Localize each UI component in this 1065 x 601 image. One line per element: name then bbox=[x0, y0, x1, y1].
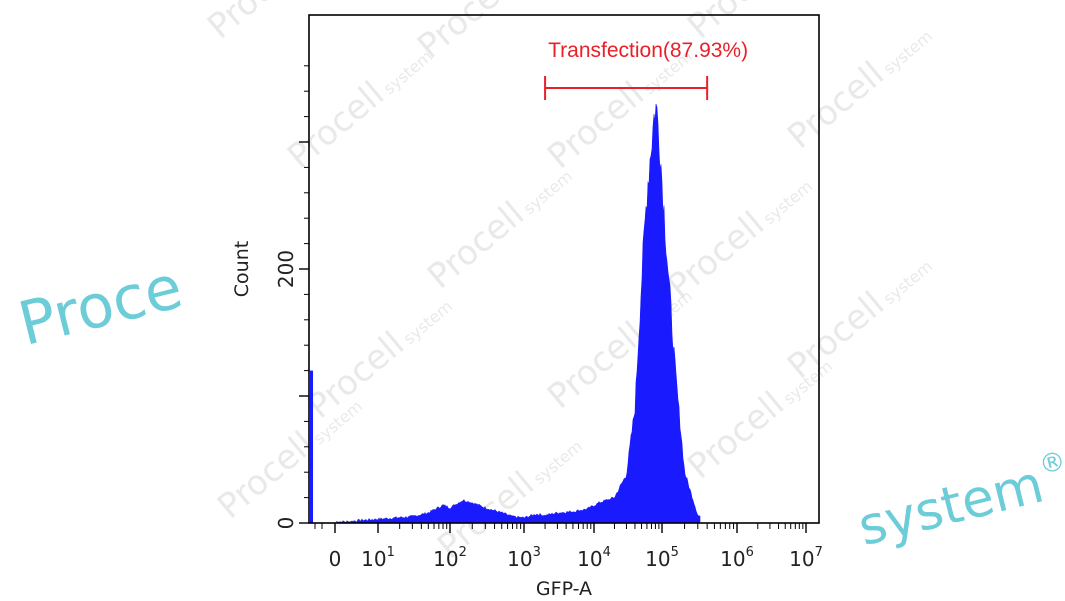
x-tick-label: 101 bbox=[361, 545, 395, 571]
x-tick-label-base: 10 bbox=[789, 547, 814, 571]
faint-watermark-suffix-7: system bbox=[400, 296, 457, 348]
x-tick-label-exponent: 6 bbox=[746, 545, 754, 560]
x-tick-label: 0 bbox=[329, 547, 342, 571]
y-axis: 0 200 bbox=[274, 65, 309, 530]
faint-watermark-6: Procellsystem bbox=[660, 164, 819, 307]
x-tick-label: 102 bbox=[433, 545, 467, 571]
x-tick-label-base: 10 bbox=[720, 547, 745, 571]
x-tick-label: 106 bbox=[720, 545, 754, 571]
faint-watermark-11: Procellsystem bbox=[210, 384, 369, 527]
x-tick-label-exponent: 5 bbox=[671, 545, 679, 560]
x-tick-label-exponent: 2 bbox=[459, 545, 467, 560]
faint-watermark-1: Procellsystem bbox=[410, 0, 569, 67]
gate-label: Transfection(87.93%) bbox=[548, 39, 748, 62]
histogram-zero-spike bbox=[310, 370, 313, 523]
x-tick-label-base: 10 bbox=[507, 547, 532, 571]
x-tick-label: 105 bbox=[645, 545, 679, 571]
transfection-gate: Transfection(87.93%) bbox=[544, 39, 748, 100]
plot-area bbox=[310, 103, 701, 524]
x-tick-label-base: 10 bbox=[577, 547, 602, 571]
x-tick-label-base: 10 bbox=[361, 547, 386, 571]
faint-watermark-7: Procellsystem bbox=[300, 284, 459, 427]
x-axis: 0 101 102 103 104 105 106 107 bbox=[314, 523, 823, 571]
x-tick-label: 103 bbox=[507, 545, 541, 571]
x-tick-label: 104 bbox=[577, 545, 611, 571]
faint-watermark-13: Procellsystem bbox=[780, 244, 939, 387]
faint-watermark-0: Procellsystem bbox=[280, 34, 439, 177]
faint-watermark-2: Procellsystem bbox=[200, 0, 359, 47]
y-tick-label: 200 bbox=[274, 250, 298, 288]
x-axis-label: GFP-A bbox=[536, 578, 592, 600]
faint-watermark-suffix-9: system bbox=[880, 26, 937, 78]
x-tick-label: 107 bbox=[789, 545, 823, 571]
y-tick-label: 0 bbox=[274, 517, 298, 530]
registered-mark: ® bbox=[1036, 445, 1065, 482]
faint-watermark-9: Procellsystem bbox=[780, 14, 939, 157]
x-tick-label-exponent: 4 bbox=[603, 545, 611, 560]
faint-watermark-suffix-12: system bbox=[530, 436, 587, 488]
x-tick-label-exponent: 7 bbox=[815, 545, 823, 560]
y-axis-label: Count bbox=[231, 241, 253, 297]
x-tick-label-base: 10 bbox=[433, 547, 458, 571]
x-tick-label-exponent: 1 bbox=[387, 545, 395, 560]
faint-watermark-suffix-13: system bbox=[880, 256, 937, 308]
faint-watermark-3: Procellsystem bbox=[420, 154, 579, 297]
faint-watermark-suffix-6: system bbox=[760, 176, 817, 228]
faint-watermark-12: Procellsystem bbox=[430, 424, 589, 567]
x-tick-label-exponent: 3 bbox=[533, 545, 541, 560]
x-tick-label-base: 0 bbox=[329, 547, 342, 571]
x-tick-label-base: 10 bbox=[645, 547, 670, 571]
histogram-series bbox=[335, 103, 701, 524]
